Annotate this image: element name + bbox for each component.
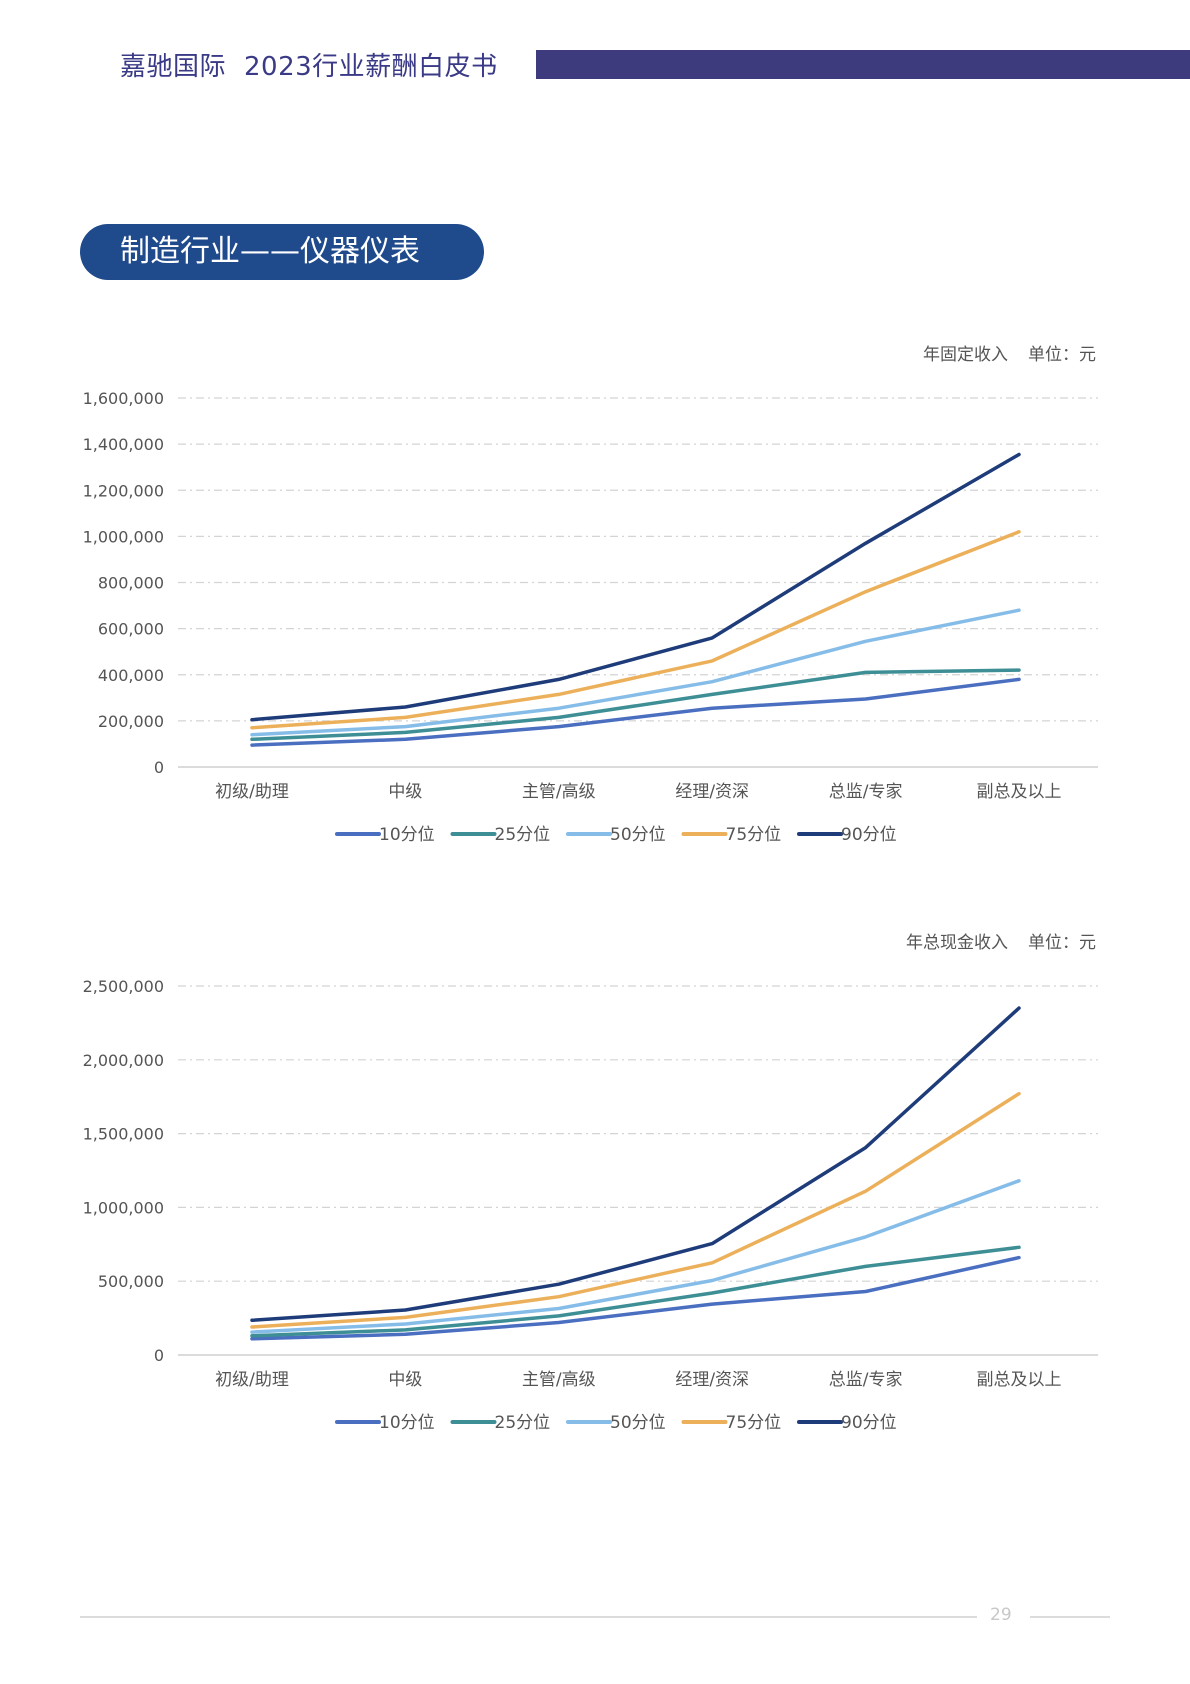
x-tick-label: 总监/专家 xyxy=(829,782,903,802)
legend-item: 25分位 xyxy=(450,1413,551,1433)
series-line-75分位 xyxy=(250,530,1021,730)
y-tick-label: 400,000 xyxy=(98,666,164,685)
y-tick-label: 1,200,000 xyxy=(83,481,164,500)
legend-label: 50分位 xyxy=(610,825,666,845)
legend-label: 10分位 xyxy=(379,1413,435,1433)
series-line-90分位 xyxy=(250,1006,1021,1323)
series-line-50分位 xyxy=(250,1179,1021,1334)
chart-title: 年固定收入 单位：元 xyxy=(923,345,1096,365)
legend-item: 75分位 xyxy=(681,1413,782,1433)
legend-label: 50分位 xyxy=(610,1413,666,1433)
company-name: 嘉驰国际 xyxy=(120,52,227,82)
x-tick-label: 副总及以上 xyxy=(977,782,1062,802)
report-name: 2023行业薪酬白皮书 xyxy=(244,52,498,82)
x-tick-label: 主管/高级 xyxy=(522,1370,596,1390)
legend-item: 90分位 xyxy=(797,825,897,845)
y-tick-label: 1,500,000 xyxy=(83,1125,164,1144)
legend-item: 75分位 xyxy=(681,825,782,845)
y-tick-label: 500,000 xyxy=(98,1272,164,1291)
x-tick-label: 中级 xyxy=(388,1370,422,1390)
legend-label: 75分位 xyxy=(726,1413,782,1433)
chart-unit-label: 单位：元 xyxy=(1028,345,1096,365)
series-line-10分位 xyxy=(250,1255,1021,1341)
legend-item: 25分位 xyxy=(450,825,551,845)
x-tick-label: 初级/助理 xyxy=(215,1370,289,1390)
y-tick-label: 800,000 xyxy=(98,574,164,593)
fixed-income-chart: 年固定收入 单位：元 0 200,000 400,000 600,000 800,000 1,… xyxy=(83,345,1098,845)
legend-item: 90分位 xyxy=(797,1413,897,1433)
series-line-75分位 xyxy=(250,1091,1021,1329)
legend-item: 10分位 xyxy=(335,1413,435,1433)
x-tick-label: 经理/资深 xyxy=(675,782,749,802)
x-tick-label: 初级/助理 xyxy=(215,782,289,802)
y-tick-label: 1,000,000 xyxy=(83,1198,164,1217)
legend-item: 10分位 xyxy=(335,825,435,845)
y-tick-label: 0 xyxy=(154,758,164,777)
series-line-10分位 xyxy=(250,677,1021,747)
legend-label: 90分位 xyxy=(841,1413,897,1433)
series-line-50分位 xyxy=(250,608,1021,737)
legend-item: 50分位 xyxy=(566,1413,666,1433)
footer-divider-right xyxy=(1030,1616,1110,1618)
y-tick-label: 2,500,000 xyxy=(83,977,164,996)
page-number: 29 xyxy=(990,1605,1012,1625)
report-header-title: 嘉驰国际 2023行业薪酬白皮书 xyxy=(120,46,498,83)
series-line-25分位 xyxy=(250,1245,1021,1338)
footer-divider-left xyxy=(80,1616,977,1618)
series-line-90分位 xyxy=(250,452,1021,722)
chart-unit-label: 单位：元 xyxy=(1028,933,1096,953)
y-tick-label: 1,000,000 xyxy=(83,527,164,546)
legend-item: 50分位 xyxy=(566,825,666,845)
legend-label: 10分位 xyxy=(379,825,435,845)
x-tick-label: 总监/专家 xyxy=(829,1370,903,1390)
x-tick-label: 中级 xyxy=(388,782,422,802)
x-tick-label: 副总及以上 xyxy=(977,1370,1062,1390)
y-tick-label: 1,400,000 xyxy=(83,435,164,454)
legend-label: 90分位 xyxy=(841,825,897,845)
y-tick-label: 0 xyxy=(154,1346,164,1365)
x-tick-label: 主管/高级 xyxy=(522,782,596,802)
legend-label: 75分位 xyxy=(726,825,782,845)
y-tick-label: 200,000 xyxy=(98,712,164,731)
legend-label: 25分位 xyxy=(495,1413,551,1433)
x-tick-label: 经理/资深 xyxy=(675,1370,749,1390)
chart-title: 年总现金收入 单位：元 xyxy=(906,933,1096,953)
y-tick-label: 2,000,000 xyxy=(83,1051,164,1070)
y-tick-label: 600,000 xyxy=(98,620,164,639)
header-accent-bar xyxy=(536,50,1190,79)
y-tick-label: 1,600,000 xyxy=(83,389,164,408)
series-line-25分位 xyxy=(250,668,1021,742)
section-title: 制造行业——仪器仪表 xyxy=(80,224,484,280)
total-cash-income-chart: 年总现金收入 单位：元 0 500,000 1,000,000 1,500,000 2,00… xyxy=(83,933,1098,1433)
legend-label: 25分位 xyxy=(495,825,551,845)
